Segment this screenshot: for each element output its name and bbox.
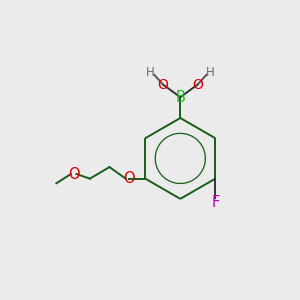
Text: H: H xyxy=(206,67,214,80)
Text: O: O xyxy=(158,77,168,92)
Text: O: O xyxy=(123,171,135,186)
Text: H: H xyxy=(146,67,155,80)
Text: B: B xyxy=(176,90,185,105)
Text: O: O xyxy=(68,167,80,182)
Text: F: F xyxy=(211,195,219,210)
Text: O: O xyxy=(192,77,203,92)
